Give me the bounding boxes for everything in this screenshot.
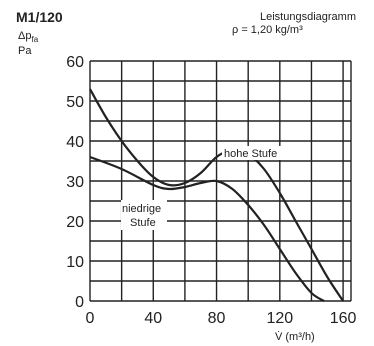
- y-axis-label: Δpfa: [18, 30, 39, 44]
- model-name: M1/120: [16, 9, 63, 25]
- label-hohe-stufe: hohe Stufe: [222, 146, 282, 160]
- x-tick-label: 0: [86, 310, 95, 327]
- x-tick-label: 80: [208, 310, 226, 327]
- annotation-stufe: Stufe: [130, 217, 156, 229]
- series-line-niedrige-stufe: [89, 155, 325, 302]
- x-axis-label: V̇ (m³/h): [275, 330, 315, 343]
- annotation-hohe-stufe: hohe Stufe: [224, 148, 277, 160]
- y-tick-label: 50: [66, 94, 84, 111]
- chart-title: Leistungsdiagramm: [260, 11, 356, 23]
- y-tick-label: 40: [66, 134, 84, 151]
- x-tick-label: 120: [266, 310, 293, 327]
- y-tick-label: 0: [75, 294, 84, 311]
- y-tick-label: 10: [66, 254, 84, 271]
- chart-ticks: 0 10 20 30 40 50 60 0 40 80 120 160: [66, 54, 356, 327]
- y-tick-label: 60: [66, 54, 84, 71]
- annotation-niedrige: niedrige: [122, 203, 161, 215]
- x-tick-label: 40: [144, 310, 162, 327]
- chart-subtitle: ρ = 1,20 kg/m³: [232, 24, 303, 36]
- y-tick-label: 20: [66, 214, 84, 231]
- y-tick-label: 30: [66, 174, 84, 191]
- y-axis-unit: Pa: [18, 45, 32, 57]
- label-niedrige-stufe: niedrige Stufe: [121, 200, 167, 230]
- x-tick-label: 160: [330, 310, 357, 327]
